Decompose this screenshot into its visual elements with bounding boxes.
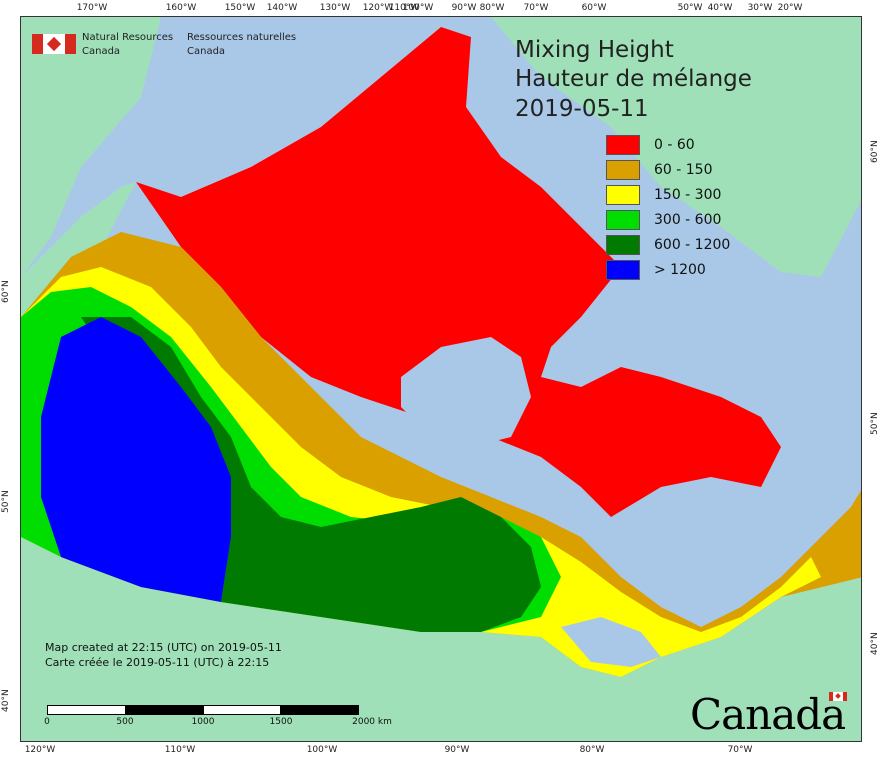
graticule-label: 120°W bbox=[362, 3, 394, 13]
graticule-label: 70°W bbox=[523, 3, 549, 13]
legend-item: 60 - 150 bbox=[606, 160, 713, 180]
legend-label: 300 - 600 bbox=[654, 212, 722, 228]
legend-label: 600 - 1200 bbox=[654, 237, 731, 253]
legend-label: > 1200 bbox=[654, 262, 706, 278]
scale-bar-label: 1500 bbox=[269, 717, 293, 727]
scale-bar bbox=[47, 705, 359, 715]
legend-item: 0 - 60 bbox=[606, 135, 695, 155]
hudson-bay bbox=[401, 337, 531, 447]
band-blue bbox=[41, 317, 231, 602]
legend-swatch bbox=[606, 210, 640, 230]
legend-label: 150 - 300 bbox=[654, 187, 722, 203]
legend-item: 300 - 600 bbox=[606, 210, 721, 230]
graticule-label: 70°W bbox=[727, 745, 753, 755]
legend-item: 150 - 300 bbox=[606, 185, 721, 205]
legend-swatch bbox=[606, 135, 640, 155]
map-title-french: Hauteur de mélange bbox=[515, 66, 752, 92]
graticule-label: 40°N bbox=[1, 689, 11, 712]
legend-item: > 1200 bbox=[606, 260, 706, 280]
agency-french: Ressources naturelles Canada bbox=[187, 31, 296, 59]
legend-swatch bbox=[606, 160, 640, 180]
credit-english: Map created at 22:15 (UTC) on 2019-05-11 bbox=[45, 641, 282, 654]
graticule-label: 60°N bbox=[870, 140, 880, 163]
legend-label: 0 - 60 bbox=[654, 137, 695, 153]
agency-english-line-2: Canada bbox=[82, 46, 121, 57]
graticule-label: 90°W bbox=[444, 745, 470, 755]
graticule-label: 60°N bbox=[1, 280, 11, 303]
graticule-label: 90°W bbox=[451, 3, 477, 13]
agency-english-line-1: Natural Resources bbox=[82, 32, 174, 43]
graticule-label: 30°W bbox=[747, 3, 773, 13]
graticule-label: 50°N bbox=[870, 412, 880, 435]
legend-swatch bbox=[606, 235, 640, 255]
graticule-label: 170°W bbox=[76, 3, 108, 13]
graticule-label: 110°W bbox=[164, 745, 196, 755]
foreign-land-northwest bbox=[21, 17, 161, 277]
scale-bar-label: 0 bbox=[44, 717, 50, 727]
canada-wordmark: Canada bbox=[690, 690, 846, 739]
band-dark-green bbox=[81, 317, 541, 632]
graticule-label: 150°W bbox=[224, 3, 256, 13]
agency-french-line-1: Ressources naturelles bbox=[187, 32, 297, 43]
graticule-label: 60°W bbox=[581, 3, 607, 13]
graticule-label: 160°W bbox=[165, 3, 197, 13]
map-title-english: Mixing Height bbox=[515, 37, 674, 63]
great-lakes bbox=[561, 617, 661, 667]
wordmark-flag-icon bbox=[829, 692, 847, 701]
graticule-label: 50°N bbox=[1, 490, 11, 513]
legend-swatch bbox=[606, 260, 640, 280]
graticule-label: 110°W bbox=[388, 3, 420, 13]
graticule-label: 80°W bbox=[479, 3, 505, 13]
greenland bbox=[491, 17, 861, 277]
map-date: 2019-05-11 bbox=[515, 96, 649, 122]
graticule-label: 120°W bbox=[24, 745, 56, 755]
graticule-label: 50°W bbox=[677, 3, 703, 13]
canada-north-red bbox=[136, 27, 781, 517]
canada-flag-icon bbox=[32, 34, 76, 54]
graticule-label: 20°W bbox=[777, 3, 803, 13]
graticule-label: 40°W bbox=[707, 3, 733, 13]
map-canvas bbox=[21, 17, 861, 741]
graticule-label: 140°W bbox=[266, 3, 298, 13]
legend-label: 60 - 150 bbox=[654, 162, 713, 178]
credit-french: Carte créée le 2019-05-11 (UTC) à 22:15 bbox=[45, 656, 270, 669]
legend-swatch bbox=[606, 185, 640, 205]
graticule-label: 100°W bbox=[402, 3, 434, 13]
scale-bar-label: 1000 bbox=[191, 717, 215, 727]
agency-english: Natural Resources Canada bbox=[82, 31, 173, 59]
scale-bar-label: 2000 km bbox=[352, 717, 392, 727]
united-states bbox=[21, 537, 861, 741]
graticule-label: 40°N bbox=[870, 632, 880, 655]
graticule-label: 130°W bbox=[319, 3, 351, 13]
graticule-label: 100°W bbox=[306, 745, 338, 755]
scale-bar-label: 500 bbox=[116, 717, 134, 727]
legend-item: 600 - 1200 bbox=[606, 235, 730, 255]
map-area bbox=[20, 16, 862, 742]
graticule-label: 80°W bbox=[579, 745, 605, 755]
agency-french-line-2: Canada bbox=[187, 46, 226, 57]
